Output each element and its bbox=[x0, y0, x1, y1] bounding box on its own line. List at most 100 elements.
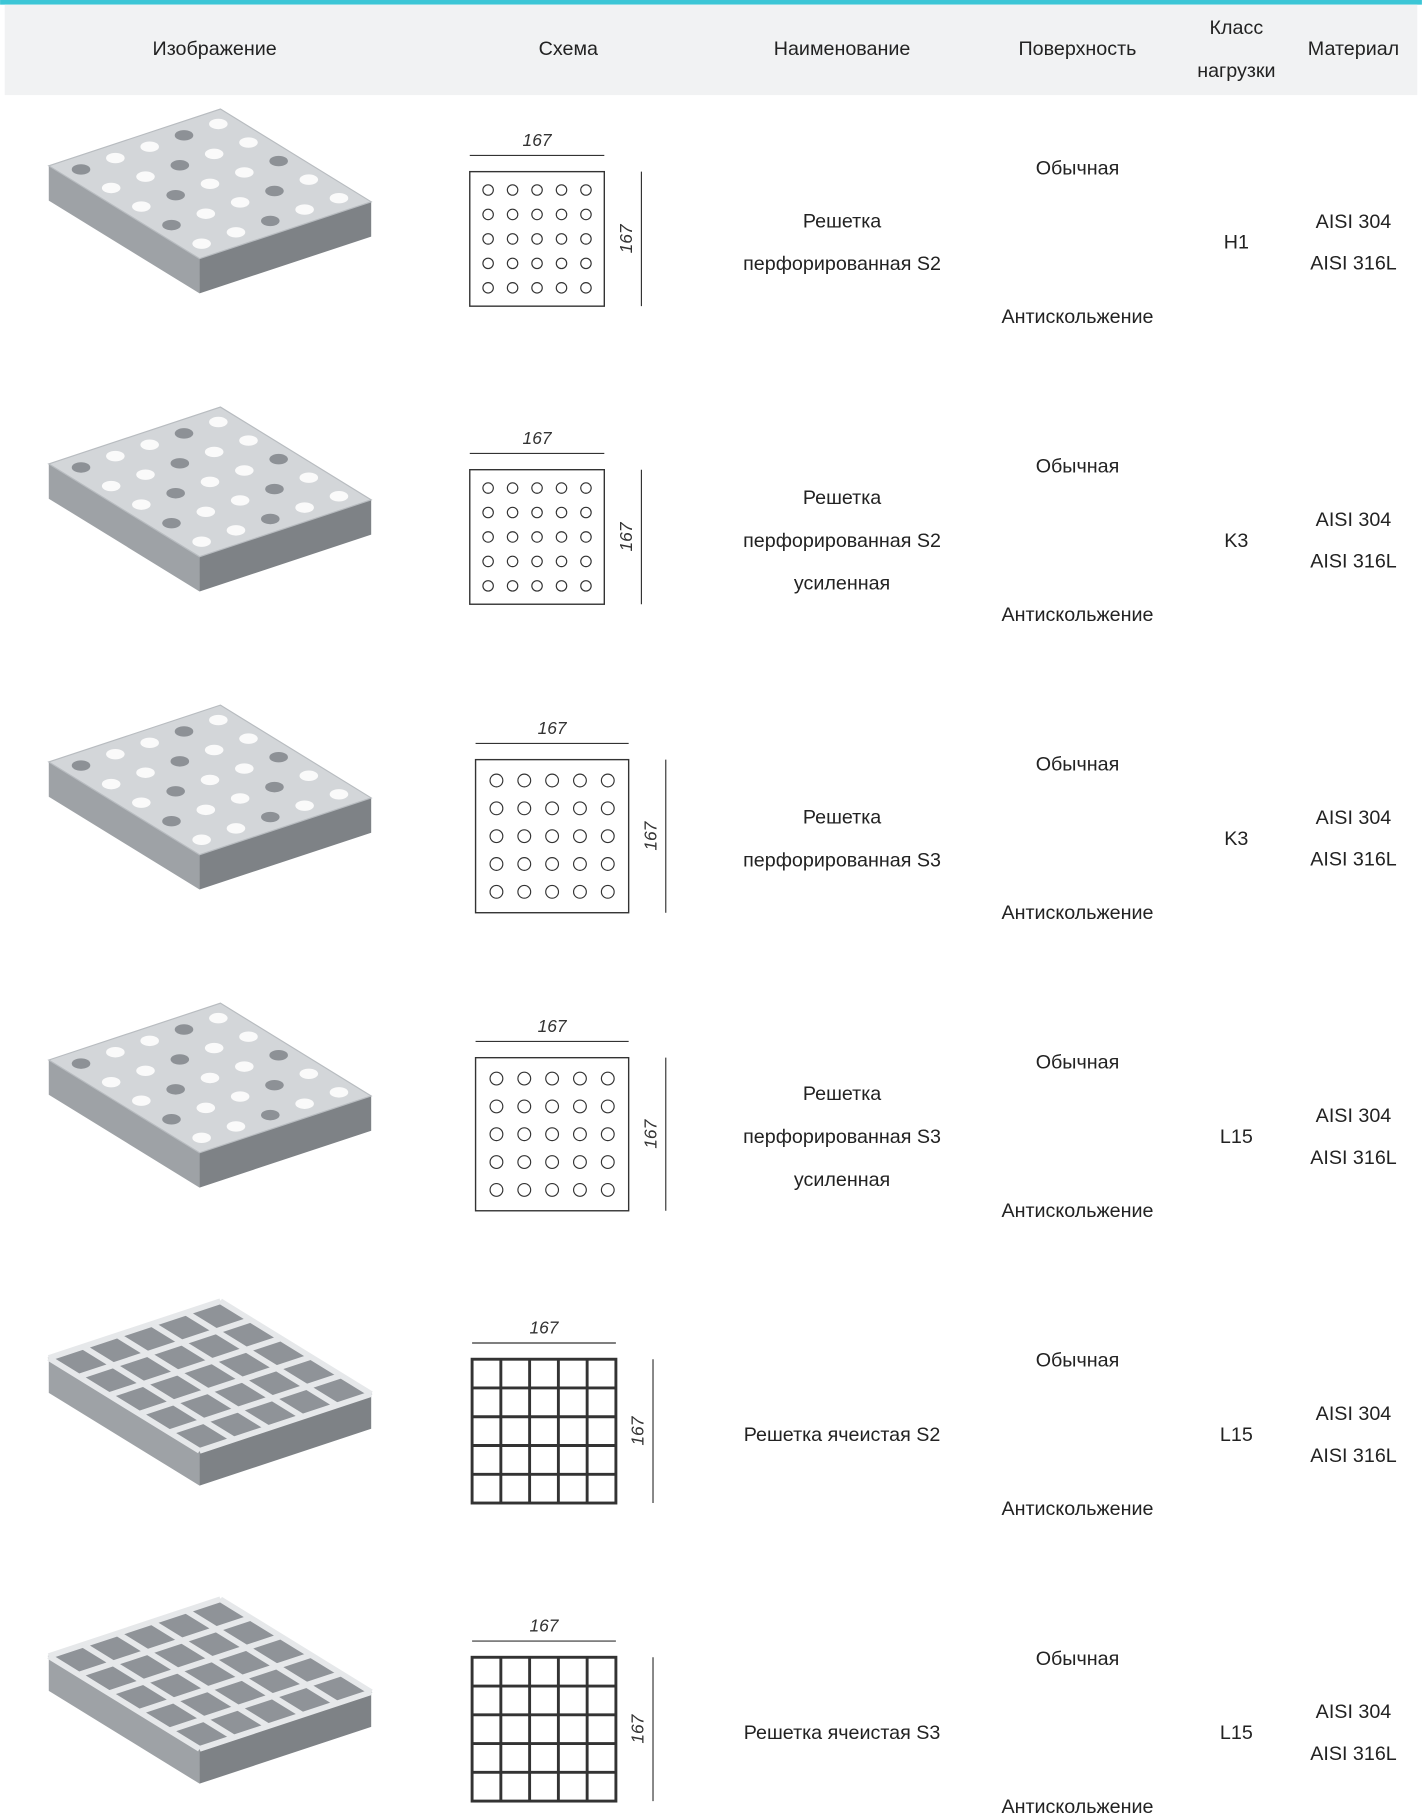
scheme-hole bbox=[545, 1099, 560, 1114]
scheme-hole bbox=[580, 506, 592, 519]
scheme-hole bbox=[600, 1182, 615, 1197]
material: AISI 316L bbox=[1310, 1147, 1397, 1169]
product-name: перфорированная S3 bbox=[743, 849, 941, 871]
scheme-hole bbox=[572, 884, 587, 899]
bar bbox=[78, 1317, 252, 1380]
plate-side bbox=[199, 201, 372, 294]
scheme-hole bbox=[489, 801, 504, 816]
hole bbox=[140, 737, 159, 749]
hole bbox=[299, 1068, 319, 1080]
scheme-hole bbox=[531, 282, 543, 294]
hole bbox=[204, 148, 224, 160]
hole bbox=[136, 1065, 155, 1077]
bar bbox=[47, 1596, 222, 1659]
material: AISI 304 bbox=[1316, 509, 1392, 531]
scheme-hole bbox=[545, 1182, 560, 1197]
product-name: Решетка ячеистая S2 bbox=[744, 1424, 941, 1446]
hole bbox=[235, 167, 254, 178]
hole bbox=[166, 1084, 185, 1095]
hole bbox=[329, 192, 349, 204]
scheme-outline bbox=[474, 758, 630, 914]
hole bbox=[299, 770, 319, 781]
hole bbox=[166, 189, 185, 201]
header-row bbox=[4, 4, 1418, 96]
load-class: L15 bbox=[1220, 1126, 1253, 1148]
bar bbox=[184, 1608, 339, 1706]
scheme-hole bbox=[555, 580, 568, 592]
scheme-hole bbox=[600, 857, 615, 871]
header-cell: Изображение bbox=[153, 38, 277, 60]
scheme-outline bbox=[470, 1357, 618, 1505]
scheme-hole bbox=[555, 531, 568, 543]
hole bbox=[239, 733, 258, 744]
bar bbox=[47, 1355, 202, 1454]
hole bbox=[204, 744, 224, 756]
scheme-hole bbox=[506, 555, 519, 568]
hole bbox=[106, 1047, 125, 1058]
load-class: L15 bbox=[1220, 1722, 1253, 1744]
hole bbox=[170, 160, 190, 171]
hole bbox=[265, 781, 284, 793]
scheme-hole bbox=[489, 1099, 504, 1114]
hole bbox=[239, 1031, 258, 1042]
scheme-hole bbox=[545, 884, 560, 899]
surface: Антискольжение bbox=[1001, 604, 1153, 626]
scheme-hole bbox=[517, 1099, 532, 1114]
scheme-hole bbox=[545, 857, 560, 871]
hole bbox=[166, 488, 185, 499]
material: AISI 304 bbox=[1316, 1701, 1392, 1723]
hole bbox=[265, 483, 284, 495]
hole bbox=[136, 469, 155, 480]
scheme-hole bbox=[531, 482, 543, 494]
load-class: K3 bbox=[1224, 828, 1248, 850]
hole bbox=[132, 1095, 151, 1106]
scheme-hole bbox=[506, 257, 519, 270]
scheme-hole bbox=[555, 257, 568, 270]
bar bbox=[218, 1298, 373, 1397]
scheme-hole bbox=[531, 257, 543, 270]
bar bbox=[108, 1335, 282, 1398]
hole bbox=[209, 1012, 228, 1024]
hole bbox=[261, 1109, 280, 1121]
scheme-hole bbox=[580, 282, 592, 294]
surface: Обычная bbox=[1036, 1052, 1120, 1074]
hole bbox=[230, 1091, 250, 1102]
scheme-hole bbox=[545, 801, 560, 816]
top-bar bbox=[0, 0, 1422, 5]
material: AISI 304 bbox=[1316, 1105, 1392, 1127]
scheme-hole bbox=[506, 482, 519, 494]
load-class: K3 bbox=[1224, 530, 1248, 552]
bar bbox=[198, 1391, 373, 1454]
bar bbox=[115, 1332, 270, 1431]
scheme-hole bbox=[572, 857, 587, 871]
hole bbox=[71, 164, 91, 175]
product-name: Решетка bbox=[803, 1083, 881, 1105]
scheme-hole bbox=[506, 580, 519, 592]
hole bbox=[106, 450, 125, 462]
scheme-hole bbox=[531, 580, 543, 592]
scheme-hole bbox=[600, 1071, 615, 1086]
plate-side bbox=[48, 1358, 200, 1486]
dimension-label: 167 bbox=[529, 1616, 559, 1636]
hole bbox=[226, 823, 246, 834]
scheme-hole bbox=[600, 1127, 615, 1142]
scheme-hole bbox=[600, 829, 615, 844]
scheme-hole bbox=[555, 233, 568, 245]
scheme-hole bbox=[580, 531, 592, 543]
hole bbox=[235, 763, 254, 774]
scheme-hole bbox=[482, 184, 494, 196]
dimension-label: 167 bbox=[523, 428, 553, 448]
material: AISI 304 bbox=[1316, 211, 1392, 233]
surface: Антискольжение bbox=[1001, 1796, 1153, 1815]
scheme-hole bbox=[572, 773, 587, 788]
hole bbox=[329, 789, 349, 800]
scheme-hole bbox=[506, 282, 519, 294]
header-cell: нагрузки bbox=[1197, 60, 1275, 82]
hole bbox=[261, 811, 280, 823]
hole bbox=[200, 476, 220, 488]
surface: Антискольжение bbox=[1001, 306, 1153, 328]
product-name: Решетка ячеистая S3 bbox=[744, 1722, 941, 1744]
bar bbox=[138, 1652, 312, 1715]
scheme-hole bbox=[572, 1182, 587, 1197]
scheme-outline bbox=[474, 1056, 630, 1212]
